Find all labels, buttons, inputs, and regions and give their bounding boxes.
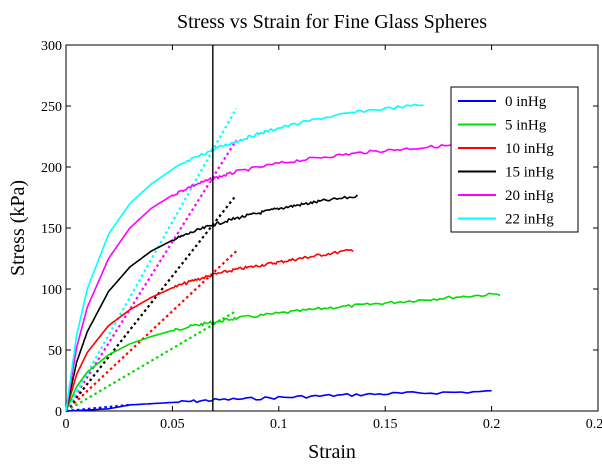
series-line xyxy=(65,103,424,412)
series-line xyxy=(65,194,359,412)
x-tick-label: 0.25 xyxy=(586,417,602,432)
y-tick-label: 150 xyxy=(41,222,62,237)
series-line xyxy=(65,389,492,412)
x-tick-label: 0.2 xyxy=(483,417,501,432)
x-tick-label: 0.15 xyxy=(373,417,398,432)
y-tick-label: 300 xyxy=(41,39,62,54)
legend-label: 0 inHg xyxy=(505,94,547,110)
legend-label: 5 inHg xyxy=(505,118,547,134)
series-line xyxy=(65,292,501,412)
tangent-line xyxy=(65,194,238,412)
legend-label: 10 inHg xyxy=(505,141,554,157)
tangent-line xyxy=(65,107,238,412)
x-tick-label: 0.05 xyxy=(160,417,185,432)
series-line xyxy=(65,248,354,412)
y-tick-label: 50 xyxy=(48,344,62,359)
x-axis-label: Strain xyxy=(308,441,356,463)
x-tick-label: 0.1 xyxy=(270,417,288,432)
legend-label: 20 inHg xyxy=(505,188,554,204)
chart-title: Stress vs Strain for Fine Glass Spheres xyxy=(177,11,487,33)
y-tick-label: 100 xyxy=(41,283,62,298)
plot-area: 0 0.05 0.1 0.15 0.2 0.25 0 50 100 150 200 250 300 0 i… xyxy=(41,39,602,432)
tangent-line xyxy=(65,310,237,412)
legend-label: 15 inHg xyxy=(505,165,554,181)
tangent-line xyxy=(65,139,238,412)
legend-label: 22 inHg xyxy=(505,212,554,228)
y-tick-label: 250 xyxy=(41,100,62,115)
y-axis-label: Stress (kPa) xyxy=(7,180,29,276)
legend-box xyxy=(450,86,579,233)
tangent-line xyxy=(65,250,237,412)
y-tick-label: 200 xyxy=(41,161,62,176)
series-line xyxy=(65,143,456,412)
y-tick-label: 0 xyxy=(55,405,62,420)
x-tick-label: 0 xyxy=(63,417,70,432)
